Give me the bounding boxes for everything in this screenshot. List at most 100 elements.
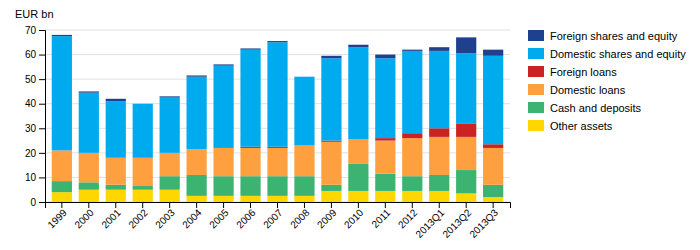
x-tick: 2012	[396, 202, 420, 230]
x-tick-label: 2006	[234, 207, 258, 231]
bar-segment	[321, 58, 341, 140]
y-tick-mark	[39, 55, 45, 56]
bar-segment	[160, 98, 180, 153]
bar-segment	[483, 197, 503, 202]
x-tick-mark	[466, 202, 467, 208]
bar-segment	[267, 42, 287, 146]
bar-segment	[456, 193, 476, 202]
bar-segment	[321, 141, 341, 142]
x-tick-mark	[331, 202, 332, 208]
x-tick-mark	[358, 202, 359, 208]
bar-segment	[52, 35, 72, 36]
x-tick: 2002	[126, 202, 150, 230]
bar-segment	[375, 174, 395, 191]
y-axis-line	[39, 31, 46, 203]
bar-segment	[213, 148, 233, 176]
x-tick-label: 2001	[99, 207, 123, 231]
bar-segment	[187, 75, 207, 76]
x-axis: 1999200020012002200320042005200620072008…	[45, 202, 510, 240]
bar-segment	[483, 56, 503, 144]
bar-segment	[321, 142, 341, 185]
bar-segment	[240, 148, 260, 176]
bar-segment	[52, 181, 72, 192]
y-tick-label: 70	[25, 25, 37, 36]
bar-segment	[106, 158, 126, 185]
bar-segment	[483, 185, 503, 197]
x-tick-mark	[142, 202, 143, 208]
x-tick: 2000	[72, 202, 96, 230]
bar-segment	[187, 77, 207, 149]
bar-segment	[429, 175, 449, 191]
x-tick-mark	[439, 202, 440, 208]
x-tick: 1999	[45, 202, 69, 230]
bar-segment	[240, 50, 260, 147]
bar-segment	[456, 170, 476, 193]
y-tick-mark	[39, 30, 45, 31]
bar-segment	[348, 191, 368, 202]
bar-segment	[187, 175, 207, 196]
bar-segment	[456, 37, 476, 53]
bar-segment	[294, 196, 314, 202]
y-tick-mark	[39, 202, 45, 203]
bar-segment	[106, 101, 126, 158]
x-tick-label: 2007	[261, 207, 285, 231]
x-tick: 2006	[234, 202, 258, 230]
x-tick-mark	[115, 202, 116, 208]
x-tick-label: 2002	[126, 207, 150, 231]
y-axis: 010203040506070	[25, 25, 46, 208]
y-tick: 60	[25, 49, 45, 60]
y-tick: 50	[25, 74, 45, 85]
x-tick: 2007	[261, 202, 285, 230]
bar-segment	[79, 91, 99, 92]
bar-segment	[348, 139, 368, 164]
bar-segment	[483, 50, 503, 56]
y-tick: 40	[25, 98, 45, 109]
legend-item: Other assets	[528, 120, 613, 132]
x-tick: 2001	[99, 202, 123, 230]
y-tick-mark	[39, 177, 45, 178]
plot: 0102030405060701999200020012002200320042…	[25, 25, 511, 240]
x-tick: 2008	[288, 202, 312, 230]
bar-segment	[456, 123, 476, 137]
bar-segment	[429, 191, 449, 202]
legend-swatch	[528, 66, 544, 77]
bar-segment	[375, 191, 395, 202]
x-tick: 2004	[180, 202, 204, 230]
legend-swatch	[528, 84, 544, 95]
bar-segment	[402, 133, 422, 138]
bar-segment	[240, 48, 260, 49]
x-tick-label: 2013Q3	[467, 207, 500, 240]
bar-segment	[240, 196, 260, 202]
bar-segment	[79, 153, 99, 182]
x-tick: 2010	[342, 202, 366, 230]
bar-segment	[240, 147, 260, 148]
bar-segment	[294, 145, 314, 176]
legend-swatch	[528, 48, 544, 59]
x-tick: 2009	[315, 202, 339, 230]
bar-segment	[213, 66, 233, 148]
x-tick-mark	[88, 202, 89, 208]
legend-item: Domestic loans	[528, 84, 626, 96]
legend-swatch	[528, 120, 544, 131]
legend-item: Foreign loans	[528, 66, 617, 78]
bar-segment	[133, 186, 153, 190]
bar-segment	[348, 45, 368, 47]
bar-segment	[375, 58, 395, 138]
y-tick: 10	[25, 172, 45, 183]
x-tick-mark	[277, 202, 278, 208]
bar-segment	[79, 190, 99, 202]
bar-segment	[429, 128, 449, 137]
chart: 0102030405060701999200020012002200320042…	[0, 0, 700, 250]
bar-segment	[133, 158, 153, 186]
bar-segment	[240, 176, 260, 196]
legend-item: Foreign shares and equity	[528, 30, 678, 42]
y-tick-mark	[39, 128, 45, 129]
bar-segment	[402, 176, 422, 191]
legend-swatch	[528, 30, 544, 41]
y-tick: 70	[25, 25, 45, 36]
x-tick-label: 2010	[342, 207, 366, 231]
bar-segment	[294, 76, 314, 77]
x-tick-mark	[385, 202, 386, 208]
y-tick-mark	[39, 153, 45, 154]
y-tick-label: 60	[25, 49, 37, 60]
